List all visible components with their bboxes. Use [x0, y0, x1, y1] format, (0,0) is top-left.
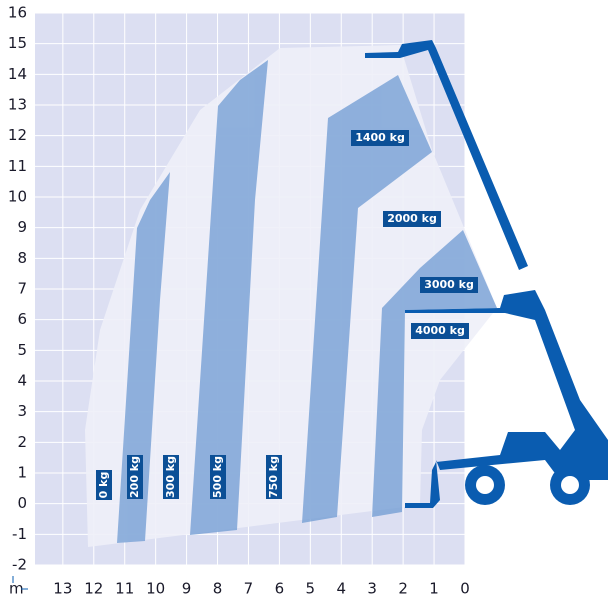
- y-tick-label: 13: [8, 96, 27, 114]
- zone-band: [372, 230, 497, 517]
- x-tick-label: 5: [306, 580, 316, 597]
- y-tick-label: 6: [17, 310, 27, 328]
- hub: [561, 476, 579, 494]
- zone-band: [302, 75, 432, 523]
- y-tick-label: 15: [8, 34, 27, 52]
- zone-label: 200 kg: [128, 456, 141, 498]
- x-tick-label: 2: [398, 580, 408, 597]
- label-bg: [411, 323, 469, 339]
- zone-label: 750 kg: [267, 456, 280, 498]
- y-tick-label: 4: [17, 372, 27, 390]
- x-tick-label: 4: [336, 580, 346, 597]
- x-tick-label: 6: [275, 580, 285, 597]
- y-tick-label: 7: [17, 280, 27, 298]
- zones: [117, 60, 497, 543]
- zone-label: 500 kg: [211, 456, 224, 498]
- label-bg: [351, 130, 409, 146]
- boom-lower: [405, 290, 608, 508]
- x-tick-label: 10: [146, 580, 165, 597]
- zone-label: 300 kg: [164, 456, 177, 498]
- y-tick-label: 1: [17, 464, 27, 482]
- label-bg: [383, 211, 441, 227]
- label-bg: [127, 455, 143, 499]
- y-tick-label: 3: [17, 402, 27, 420]
- y-tick-label: 11: [8, 157, 27, 175]
- y-tick-label: 14: [8, 65, 27, 83]
- y-tick-label: -2: [12, 556, 27, 574]
- hub: [476, 476, 494, 494]
- zone-label: 0 kg: [97, 472, 110, 499]
- machine: [365, 40, 608, 508]
- x-tick-label: 1: [429, 580, 439, 597]
- zone-band: [117, 172, 170, 543]
- label-bg: [210, 455, 226, 499]
- x-tick-label: 11: [115, 580, 134, 597]
- x-tick-label: 0: [460, 580, 470, 597]
- y-tick-label: 8: [17, 249, 27, 267]
- zone-label: 4000 kg: [415, 324, 465, 337]
- zone-label: 3000 kg: [424, 278, 474, 291]
- y-tick-label: 16: [8, 4, 27, 22]
- y-tick-label: 5: [17, 341, 27, 359]
- y-tick-label: 2: [17, 433, 27, 451]
- zone-label: 1400 kg: [355, 131, 405, 144]
- y-tick-label: 0: [17, 494, 27, 512]
- boom-upper: [365, 40, 528, 270]
- x-tick-label: 7: [244, 580, 254, 597]
- label-bg: [266, 455, 282, 499]
- x-tick-label: 12: [84, 580, 103, 597]
- label-bg: [163, 455, 179, 499]
- x-tick-label: 9: [182, 580, 192, 597]
- label-bg: [420, 277, 478, 293]
- y-tick-label: 9: [17, 218, 27, 236]
- y-tick-label: 12: [8, 126, 27, 144]
- label-bg: [96, 470, 112, 500]
- y-tick-label: -1: [12, 525, 27, 543]
- x-unit: m: [9, 580, 24, 597]
- x-tick-label: 3: [367, 580, 377, 597]
- zone-labels: 0 kg 200 kg 300 kg 500 kg 750 kg 1400 kg…: [96, 130, 478, 500]
- x-tick-label: 13: [53, 580, 72, 597]
- x-tick-label: 8: [213, 580, 223, 597]
- zone-band: [190, 60, 268, 535]
- y-tick-label: 10: [8, 188, 27, 206]
- zone-label: 2000 kg: [387, 212, 437, 225]
